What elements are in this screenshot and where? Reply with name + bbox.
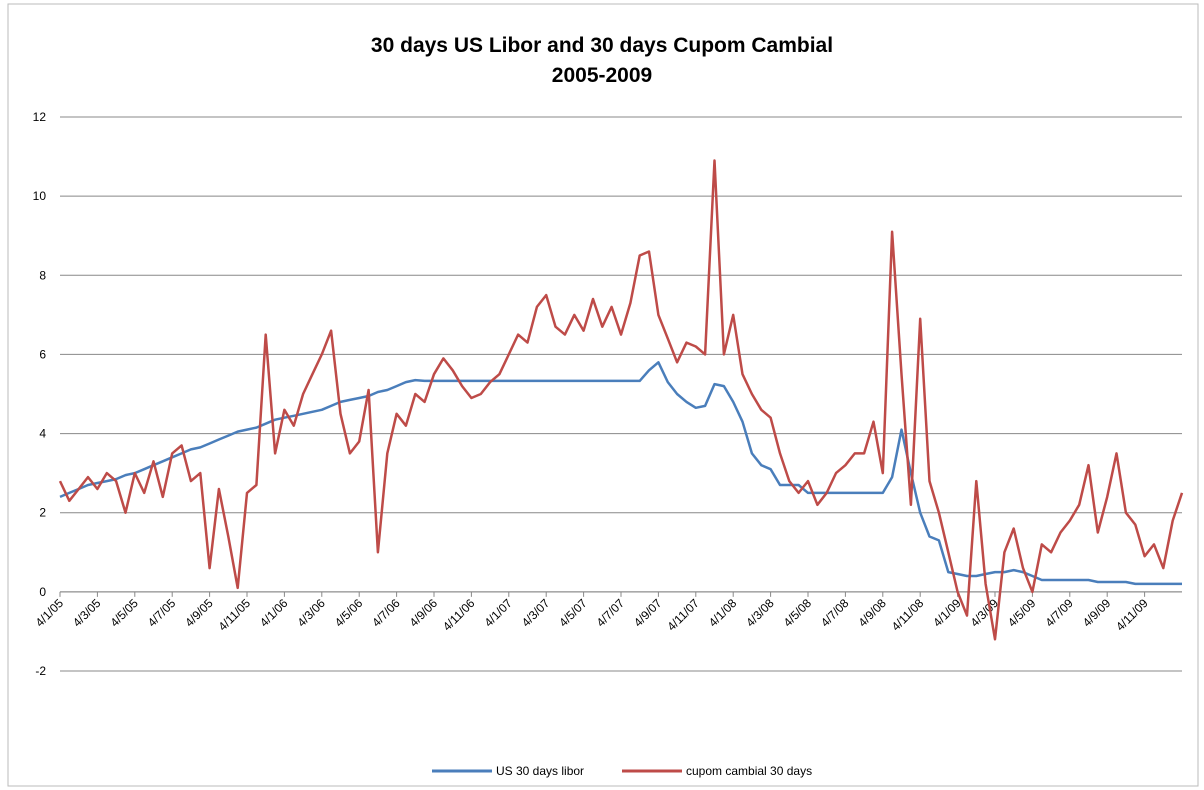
legend-label: US 30 days libor	[496, 764, 584, 778]
x-tick-label: 4/11/08	[889, 596, 927, 634]
x-tick-label: 4/7/06	[369, 596, 403, 630]
chart-frame	[7, 3, 1199, 787]
x-tick-label: 4/7/05	[145, 596, 179, 630]
x-tick-label: 4/1/05	[33, 596, 67, 630]
x-tick-label: 4/3/08	[743, 596, 777, 630]
x-tick-label: 4/9/08	[855, 596, 889, 630]
x-tick-label: 4/3/07	[519, 596, 553, 630]
x-tick-label: 4/3/06	[294, 596, 328, 630]
x-tick-label: 4/11/06	[440, 596, 478, 634]
chart-title: 30 days US Libor and 30 days Cupom Cambi…	[371, 34, 833, 57]
x-tick-label: 4/5/06	[332, 596, 366, 630]
x-tick-label: 4/5/09	[1005, 596, 1039, 630]
x-tick-label: 4/11/07	[664, 596, 702, 634]
x-tick-label: 4/1/06	[257, 596, 291, 630]
x-tick-label: 4/11/09	[1113, 596, 1151, 634]
x-tick-label: 4/5/05	[107, 596, 141, 630]
x-tick-label: 4/5/08	[781, 596, 815, 630]
x-tick-label: 4/1/08	[706, 596, 740, 630]
x-tick-label: 4/5/07	[556, 596, 590, 630]
x-tick-label: 4/9/09	[1080, 596, 1114, 630]
series-line	[59, 361, 1182, 586]
y-tick-label: 8	[39, 268, 46, 282]
y-tick-label: 2	[39, 506, 46, 520]
x-tick-label: 4/7/07	[594, 596, 628, 630]
legend-label: cupom cambial 30 days	[686, 764, 812, 778]
x-tick-label: 4/1/07	[481, 596, 515, 630]
series-line	[58, 159, 1184, 641]
chart-title: 2005-2009	[552, 64, 652, 87]
x-tick-label: 4/11/05	[216, 596, 254, 634]
y-tick-label: 12	[33, 110, 47, 124]
x-tick-label: 4/9/05	[182, 596, 216, 630]
x-tick-label: 4/7/09	[1042, 596, 1076, 630]
x-tick-label: 4/7/08	[818, 596, 852, 630]
x-tick-label: 4/9/06	[407, 596, 441, 630]
x-tick-label: 4/1/09	[930, 596, 964, 630]
y-tick-label: 6	[39, 347, 46, 361]
y-tick-label: -2	[35, 664, 46, 678]
x-tick-label: 4/3/05	[70, 596, 104, 630]
y-tick-label: 10	[33, 189, 47, 203]
x-tick-label: 4/9/07	[631, 596, 665, 630]
y-tick-label: 0	[39, 585, 46, 599]
y-tick-label: 4	[39, 427, 46, 441]
